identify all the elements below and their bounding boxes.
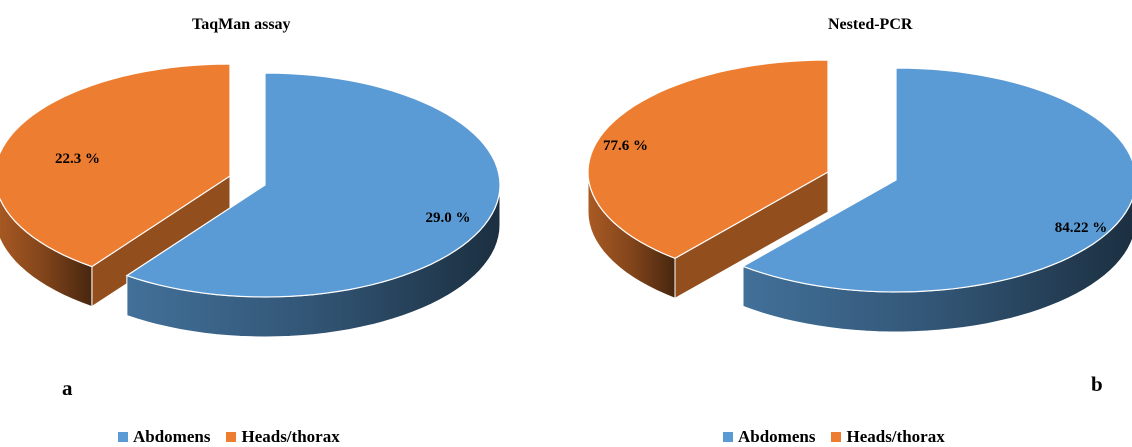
panel-letter-a: a bbox=[62, 376, 73, 400]
pie-slice-abdomens bbox=[741, 67, 1132, 333]
pie-chart-a: 29.0 % 22.3 % bbox=[0, 63, 501, 338]
legend-swatch-heads-thorax bbox=[831, 432, 842, 442]
pie-slice-abdomens bbox=[125, 72, 501, 338]
pie-slice-heads-thorax bbox=[587, 59, 829, 300]
data-label-heads-thorax: 22.3 % bbox=[55, 151, 100, 167]
legend-item-abdomens: Abdomens bbox=[723, 427, 815, 447]
legend-swatch-abdomens bbox=[118, 432, 128, 442]
pie-slice-heads-thorax bbox=[0, 63, 231, 308]
chart-title-b: Nested-PCR bbox=[828, 16, 913, 33]
data-label-abdomens: 29.0 % bbox=[426, 210, 471, 226]
legend-label-heads-thorax: Heads/thorax bbox=[241, 427, 340, 446]
legend-a: Abdomens Heads/thorax bbox=[118, 427, 356, 447]
legend-item-heads-thorax: Heads/thorax bbox=[831, 427, 945, 447]
chart-panel-b: 84.22 % 77.6 % Nested-PCR b Abdomens Head… bbox=[566, 0, 1132, 446]
legend-item-abdomens: Abdomens bbox=[118, 427, 210, 447]
pie-top-abdomens bbox=[741, 67, 1132, 293]
pie-top-abdomens bbox=[125, 72, 501, 298]
legend-label-abdomens: Abdomens bbox=[738, 427, 816, 446]
legend-label-abdomens: Abdomens bbox=[133, 427, 211, 446]
data-label-heads-thorax: 77.6 % bbox=[603, 138, 648, 154]
legend-label-heads-thorax: Heads/thorax bbox=[846, 427, 945, 446]
legend-swatch-heads-thorax bbox=[226, 432, 237, 442]
legend-item-heads-thorax: Heads/thorax bbox=[226, 427, 340, 447]
legend-b: Abdomens Heads/thorax bbox=[723, 427, 961, 447]
pie-top-heads-thorax bbox=[0, 63, 231, 268]
pie-chart-b: 84.22 % 77.6 % bbox=[587, 59, 1132, 333]
chart-title-a: TaqMan assay bbox=[192, 16, 291, 33]
panel-letter-b: b bbox=[1091, 372, 1103, 396]
data-label-abdomens: 84.22 % bbox=[1055, 220, 1108, 236]
pie-top-heads-thorax bbox=[587, 59, 829, 259]
legend-swatch-abdomens bbox=[723, 432, 733, 442]
chart-panel-a: 29.0 % 22.3 % TaqMan assay a Abdomens Hea… bbox=[0, 0, 566, 446]
